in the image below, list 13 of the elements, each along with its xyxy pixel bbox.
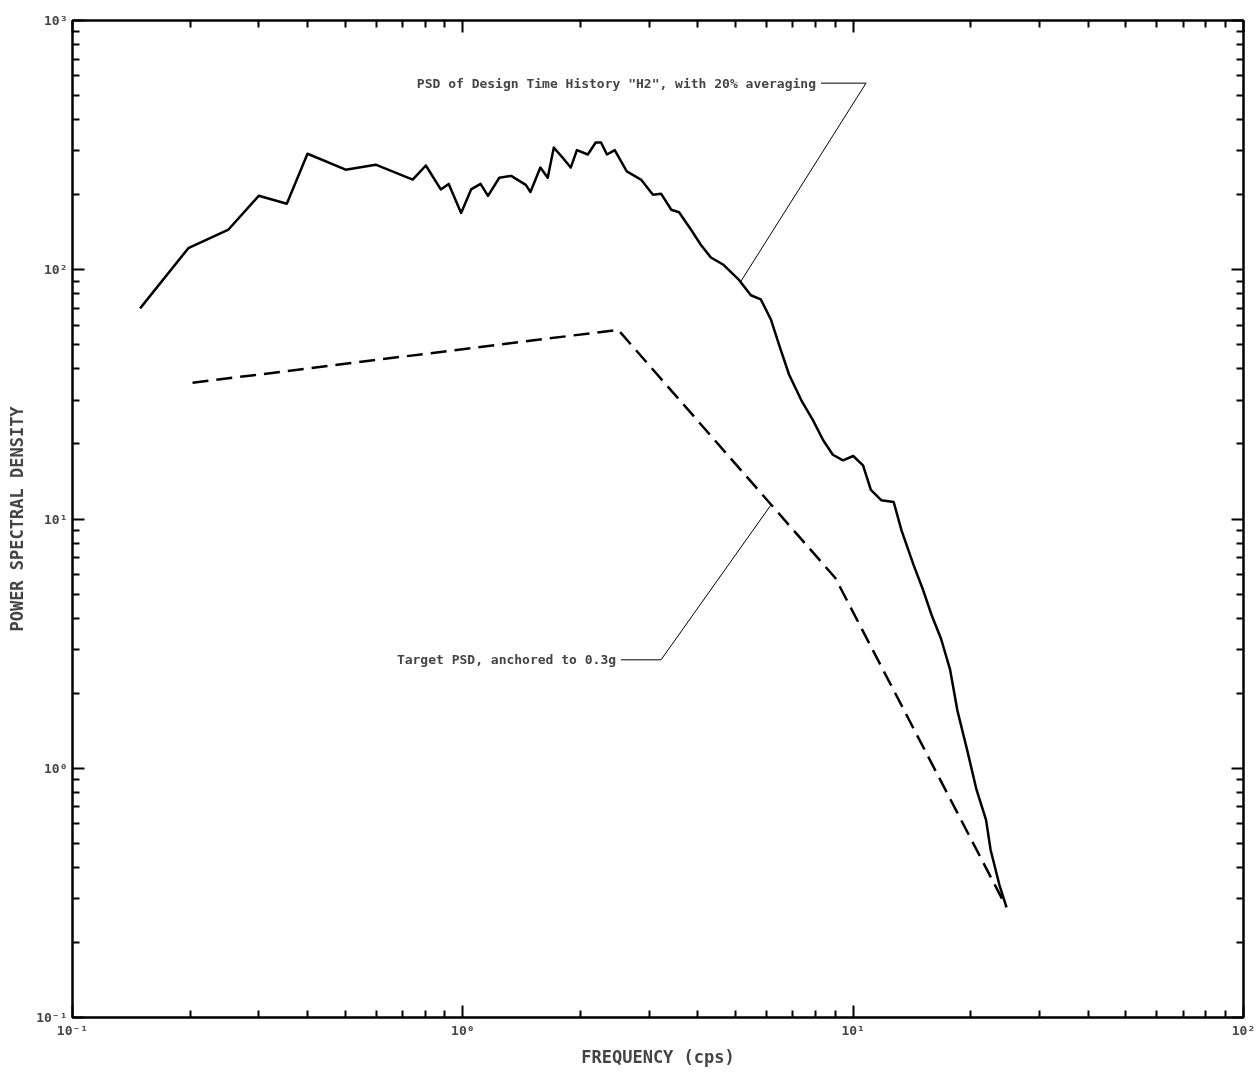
x-tick-label: 10² [1231, 1022, 1256, 1038]
y-tick-label: 10³ [44, 13, 68, 28]
x-tick-label: 10⁰ [451, 1022, 475, 1038]
y-axis-title: POWER SPECTRAL DENSITY [7, 405, 28, 632]
y-tick-label: 10⁰ [44, 760, 68, 776]
y-tick-label: 10² [44, 262, 68, 278]
y-tick-label: 10¹ [44, 511, 68, 527]
x-tick-label: 10¹ [841, 1022, 865, 1038]
annotation: Target PSD, anchored to 0.3g [396, 652, 617, 668]
x-axis-title: FREQUENCY (cps) [581, 1046, 735, 1067]
y-tick-label: 10⁻¹ [36, 1010, 68, 1025]
annotation: PSD of Design Time History "H2", with 20% averaging [416, 75, 817, 91]
x-tick-label: 10⁻¹ [56, 1022, 89, 1038]
